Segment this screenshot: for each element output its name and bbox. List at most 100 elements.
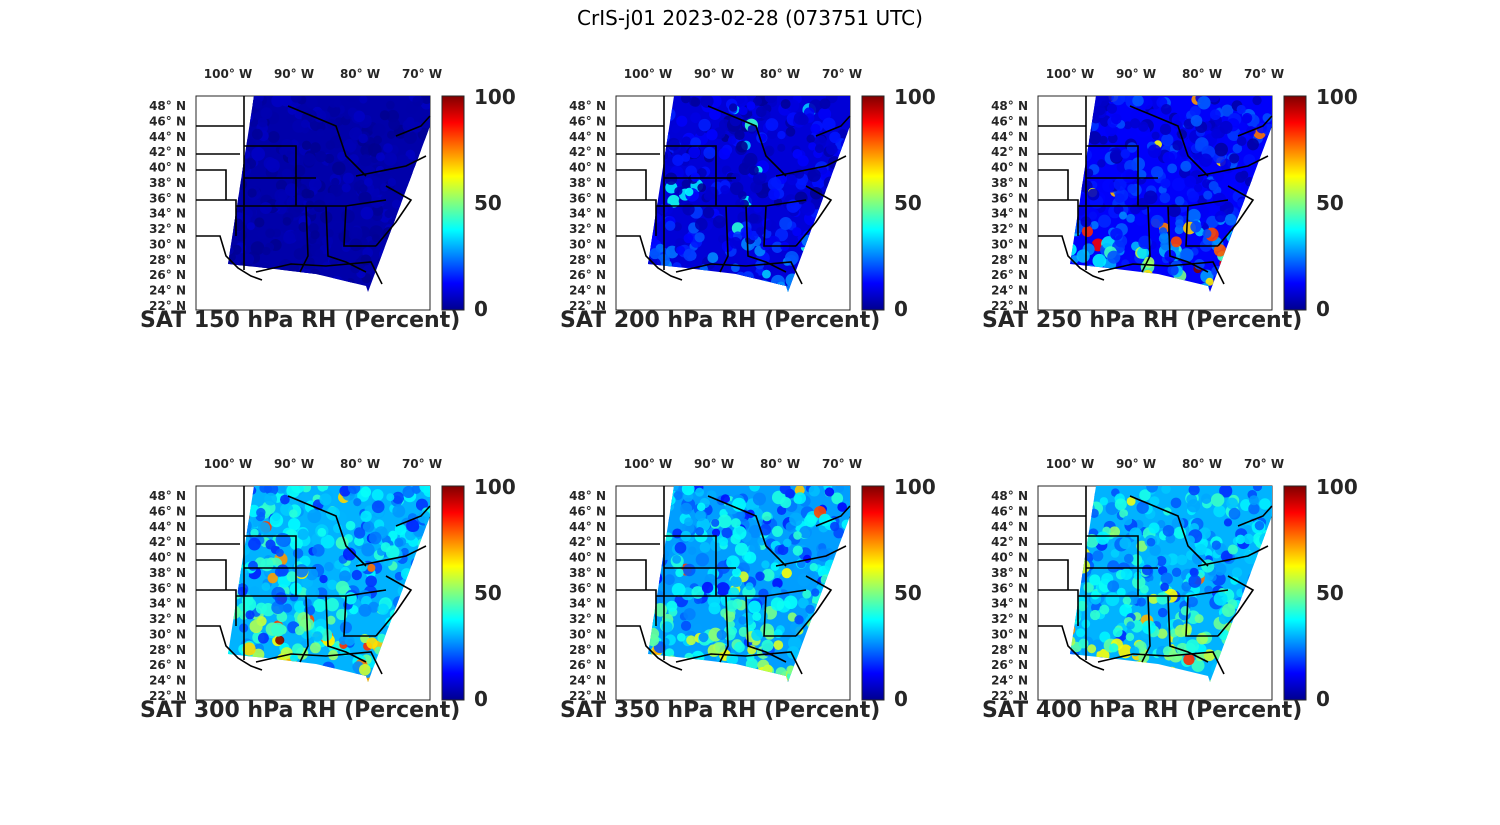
rh-sample [327,579,338,590]
lat-tick-label: 46° N [569,504,606,518]
lat-tick-label: 30° N [991,627,1028,641]
rh-sample [1252,96,1262,106]
rh-sample [777,544,789,556]
rh-sample [359,154,372,167]
rh-sample [809,563,818,572]
rh-sample [807,168,821,183]
lat-tick-label: 36° N [149,191,186,205]
rh-sample [386,493,395,502]
boundary-line [1237,115,1273,137]
rh-sample [1126,142,1138,153]
rh-sample [1211,540,1221,550]
rh-sample [1109,526,1121,538]
rh-sample [271,96,285,108]
rh-sample [1167,264,1179,276]
rh-sample [1241,114,1252,124]
rh-sample [353,527,366,539]
rh-sample [695,552,710,567]
rh-sample [1205,277,1214,286]
boundary-line [325,595,367,663]
rh-sample [1126,496,1136,506]
rh-sample [700,96,714,108]
map-plot: 100° W 90° W 80° W 70° W 48° N46° N 44° N42° … [569,457,936,711]
rh-sample [1123,121,1132,130]
rh-sample [1109,643,1119,653]
rh-sample [824,487,835,497]
boundary-line [795,185,833,247]
rh-sample [792,545,803,556]
lon-tick-label: 80° W [1182,457,1222,471]
boundary-line [1185,205,1218,247]
rh-sample [305,586,320,600]
lat-tick-label: 28° N [569,253,606,267]
rh-sample [314,249,324,258]
rh-sample [265,539,276,550]
rh-sample [289,653,299,662]
rh-sample [822,117,836,132]
lat-tick-label: 32° N [991,222,1028,236]
rh-sample [818,166,828,175]
rh-sample [380,183,389,192]
rh-sample [829,521,840,532]
rh-sample [265,228,276,239]
rh-sample [288,263,300,274]
rh-sample [806,134,815,144]
rh-sample [1076,249,1090,263]
rh-sample [320,534,335,549]
rh-sample [758,172,767,182]
rh-sample [814,144,824,154]
rh-sample [281,168,292,179]
rh-sample [349,238,363,252]
rh-sample [1122,515,1133,526]
rh-sample [1214,142,1228,157]
rh-sample [745,582,754,591]
lat-tick-label: 40° N [569,161,606,175]
rh-sample [1116,587,1126,597]
lat-tick-label: 36° N [991,191,1028,205]
boundary-line [1167,595,1209,663]
rh-sample [324,561,334,572]
boundary-line [675,651,803,675]
colorbar-tick-label: 0 [894,687,908,711]
rh-sample [781,567,792,579]
lat-tick-label: 40° N [149,161,186,175]
rh-sample [1259,498,1271,510]
rh-sample [1221,603,1236,618]
rh-sample [391,491,405,504]
rh-sample [1224,213,1237,226]
rh-sample [251,147,266,161]
rh-sample [1213,562,1227,576]
lon-tick-label: 70° W [1244,457,1284,471]
rh-sample [1140,584,1149,594]
colorbar-tick-label: 0 [474,297,488,321]
rh-sample [762,269,771,279]
boundary-line [616,589,657,626]
boundary-line [775,545,847,567]
rh-sample [737,190,747,200]
rh-sample [708,602,721,615]
rh-sample [1223,518,1233,527]
rh-sample [717,234,727,244]
rh-sample [1202,229,1212,239]
rh-sample [1119,604,1132,617]
rh-sample [388,118,400,130]
rh-sample [819,98,831,110]
rh-sample [749,542,761,554]
lat-tick-label: 28° N [149,253,186,267]
lat-tick-label: 40° N [991,551,1028,565]
rh-sample [251,128,263,140]
rh-sample [1213,505,1226,518]
rh-sample [734,542,749,556]
rh-sample [1247,138,1259,151]
rh-sample [342,172,354,184]
rh-sample [1170,236,1182,248]
rh-sample [684,187,694,197]
rh-sample [292,643,304,655]
rh-sample [1176,642,1189,656]
rh-sample [764,219,777,232]
rh-sample [695,487,705,497]
rh-sample [808,486,820,497]
colorbar-tick-label: 0 [474,687,488,711]
lat-tick-label: 40° N [569,551,606,565]
rh-sample [1113,204,1124,215]
